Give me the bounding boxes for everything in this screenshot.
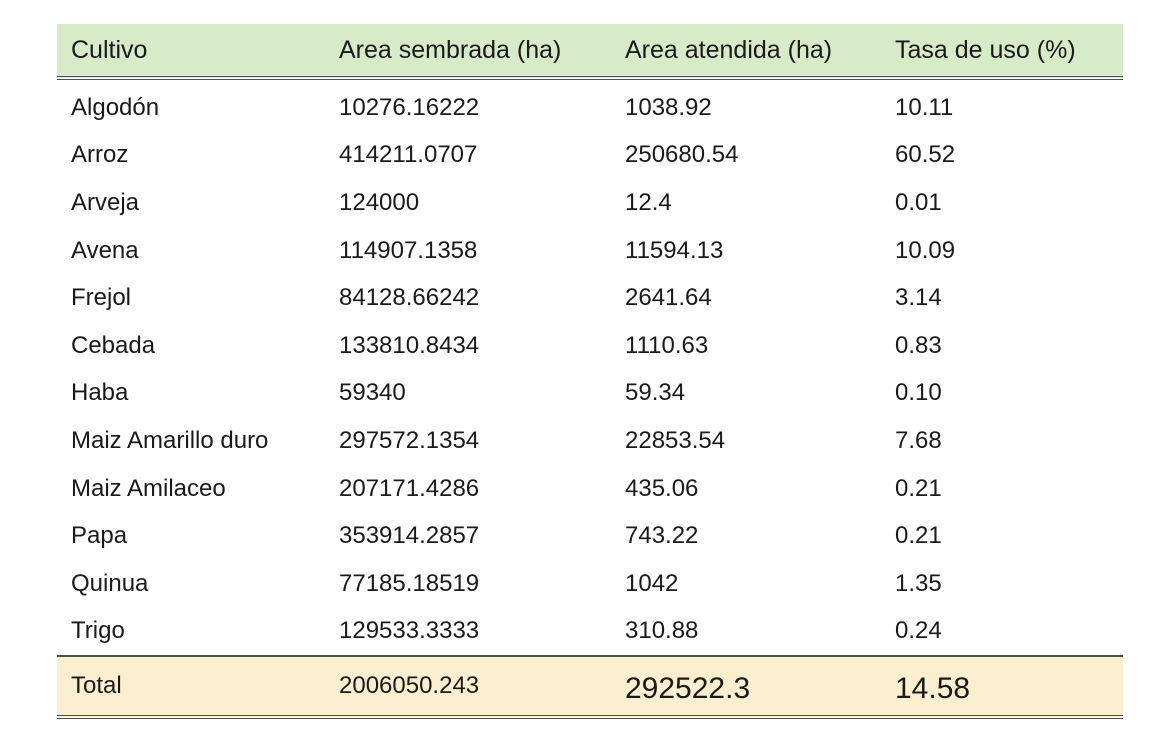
cell-area-sembrada: 414211.0707 [339, 141, 478, 169]
table-body: Algodón 10276.16222 1038.92 10.11 Arroz … [57, 78, 1123, 656]
cell-cultivo: Maiz Amarillo duro [71, 426, 269, 454]
cell-area-atendida: 2641.64 [625, 284, 712, 312]
header-area-sembrada: Area sembrada (ha) [325, 24, 611, 80]
cell-area-atendida: 1110.63 [625, 331, 709, 359]
cell-area-atendida: 12.4 [625, 188, 672, 216]
table-row: Quinua 77185.18519 1042 1.35 [57, 560, 1123, 608]
table-footer: Total 2006050.243 292522.3 14.58 [57, 655, 1123, 720]
cell-cultivo: Trigo [71, 617, 125, 645]
table-row: Algodón 10276.16222 1038.92 10.11 [57, 78, 1123, 132]
cell-tasa-de-uso: 1.35 [895, 569, 942, 597]
table-header: Cultivo Area sembrada (ha) Area atendida… [57, 24, 1123, 80]
cell-tasa-de-uso: 0.10 [895, 379, 942, 407]
cell-cultivo: Maiz Amilaceo [71, 474, 226, 502]
cell-tasa-de-uso: 10.11 [895, 93, 954, 121]
cell-cultivo: Algodón [71, 93, 160, 121]
total-area-sembrada: 2006050.243 [325, 655, 611, 720]
cell-tasa-de-uso: 60.52 [895, 141, 956, 169]
total-tasa-de-uso: 14.58 [881, 655, 1123, 720]
table-row: Maiz Amarillo duro 297572.1354 22853.54 … [57, 417, 1123, 465]
cell-area-atendida: 22853.54 [625, 426, 726, 454]
cell-area-atendida: 435.06 [625, 474, 699, 502]
cell-area-sembrada: 297572.1354 [339, 426, 480, 454]
table-row: Avena 114907.1358 11594.13 10.09 [57, 227, 1123, 275]
crop-table-container: Cultivo Area sembrada (ha) Area atendida… [57, 24, 1123, 720]
header-cultivo: Cultivo [57, 24, 325, 80]
cell-area-sembrada: 353914.2857 [339, 522, 480, 550]
cell-cultivo: Papa [71, 522, 128, 550]
cell-cultivo: Frejol [71, 284, 132, 312]
cell-cultivo: Haba [71, 379, 129, 407]
header-row: Cultivo Area sembrada (ha) Area atendida… [57, 24, 1123, 80]
cell-tasa-de-uso: 0.24 [895, 617, 942, 645]
cell-area-sembrada: 124000 [339, 188, 420, 216]
cell-area-sembrada: 59340 [339, 379, 406, 407]
total-label: Total [57, 655, 325, 720]
cell-area-sembrada: 114907.1358 [339, 236, 478, 264]
cell-area-atendida: 1038.92 [625, 93, 712, 121]
cell-area-sembrada: 133810.8434 [339, 331, 480, 359]
cell-cultivo: Arroz [71, 141, 129, 169]
cell-area-atendida: 11594.13 [625, 236, 724, 264]
cell-tasa-de-uso: 0.01 [895, 188, 942, 216]
cell-area-sembrada: 129533.3333 [339, 617, 480, 645]
cell-tasa-de-uso: 0.21 [895, 474, 942, 502]
cell-tasa-de-uso: 7.68 [895, 426, 942, 454]
table-row: Papa 353914.2857 743.22 0.21 [57, 512, 1123, 560]
cell-area-atendida: 1042 [625, 569, 679, 597]
cell-area-atendida: 743.22 [625, 522, 699, 550]
header-tasa-de-uso: Tasa de uso (%) [881, 24, 1123, 80]
cell-area-sembrada: 207171.4286 [339, 474, 480, 502]
cell-area-atendida: 310.88 [625, 617, 699, 645]
cell-cultivo: Cebada [71, 331, 156, 359]
table-row: Arveja 124000 12.4 0.01 [57, 179, 1123, 227]
total-row: Total 2006050.243 292522.3 14.58 [57, 655, 1123, 720]
table-row: Arroz 414211.0707 250680.54 60.52 [57, 132, 1123, 180]
crop-area-table: Cultivo Area sembrada (ha) Area atendida… [57, 24, 1123, 720]
header-area-atendida: Area atendida (ha) [611, 24, 881, 80]
cell-tasa-de-uso: 0.21 [895, 522, 942, 550]
cell-tasa-de-uso: 3.14 [895, 284, 942, 312]
cell-area-sembrada: 84128.66242 [339, 284, 480, 312]
table-row: Haba 59340 59.34 0.10 [57, 370, 1123, 418]
cell-area-sembrada: 77185.18519 [339, 569, 480, 597]
cell-area-atendida: 59.34 [625, 379, 686, 407]
cell-tasa-de-uso: 10.09 [895, 236, 956, 264]
cell-area-sembrada: 10276.16222 [339, 93, 480, 121]
table-row: Frejol 84128.66242 2641.64 3.14 [57, 274, 1123, 322]
table-row: Cebada 133810.8434 1110.63 0.83 [57, 322, 1123, 370]
table-row: Maiz Amilaceo 207171.4286 435.06 0.21 [57, 465, 1123, 513]
table-row: Trigo 129533.3333 310.88 0.24 [57, 608, 1123, 657]
cell-tasa-de-uso: 0.83 [895, 331, 942, 359]
cell-cultivo: Quinua [71, 569, 149, 597]
cell-cultivo: Avena [71, 236, 139, 264]
cell-cultivo: Arveja [71, 188, 140, 216]
total-area-atendida: 292522.3 [611, 655, 881, 720]
cell-area-atendida: 250680.54 [625, 141, 739, 169]
